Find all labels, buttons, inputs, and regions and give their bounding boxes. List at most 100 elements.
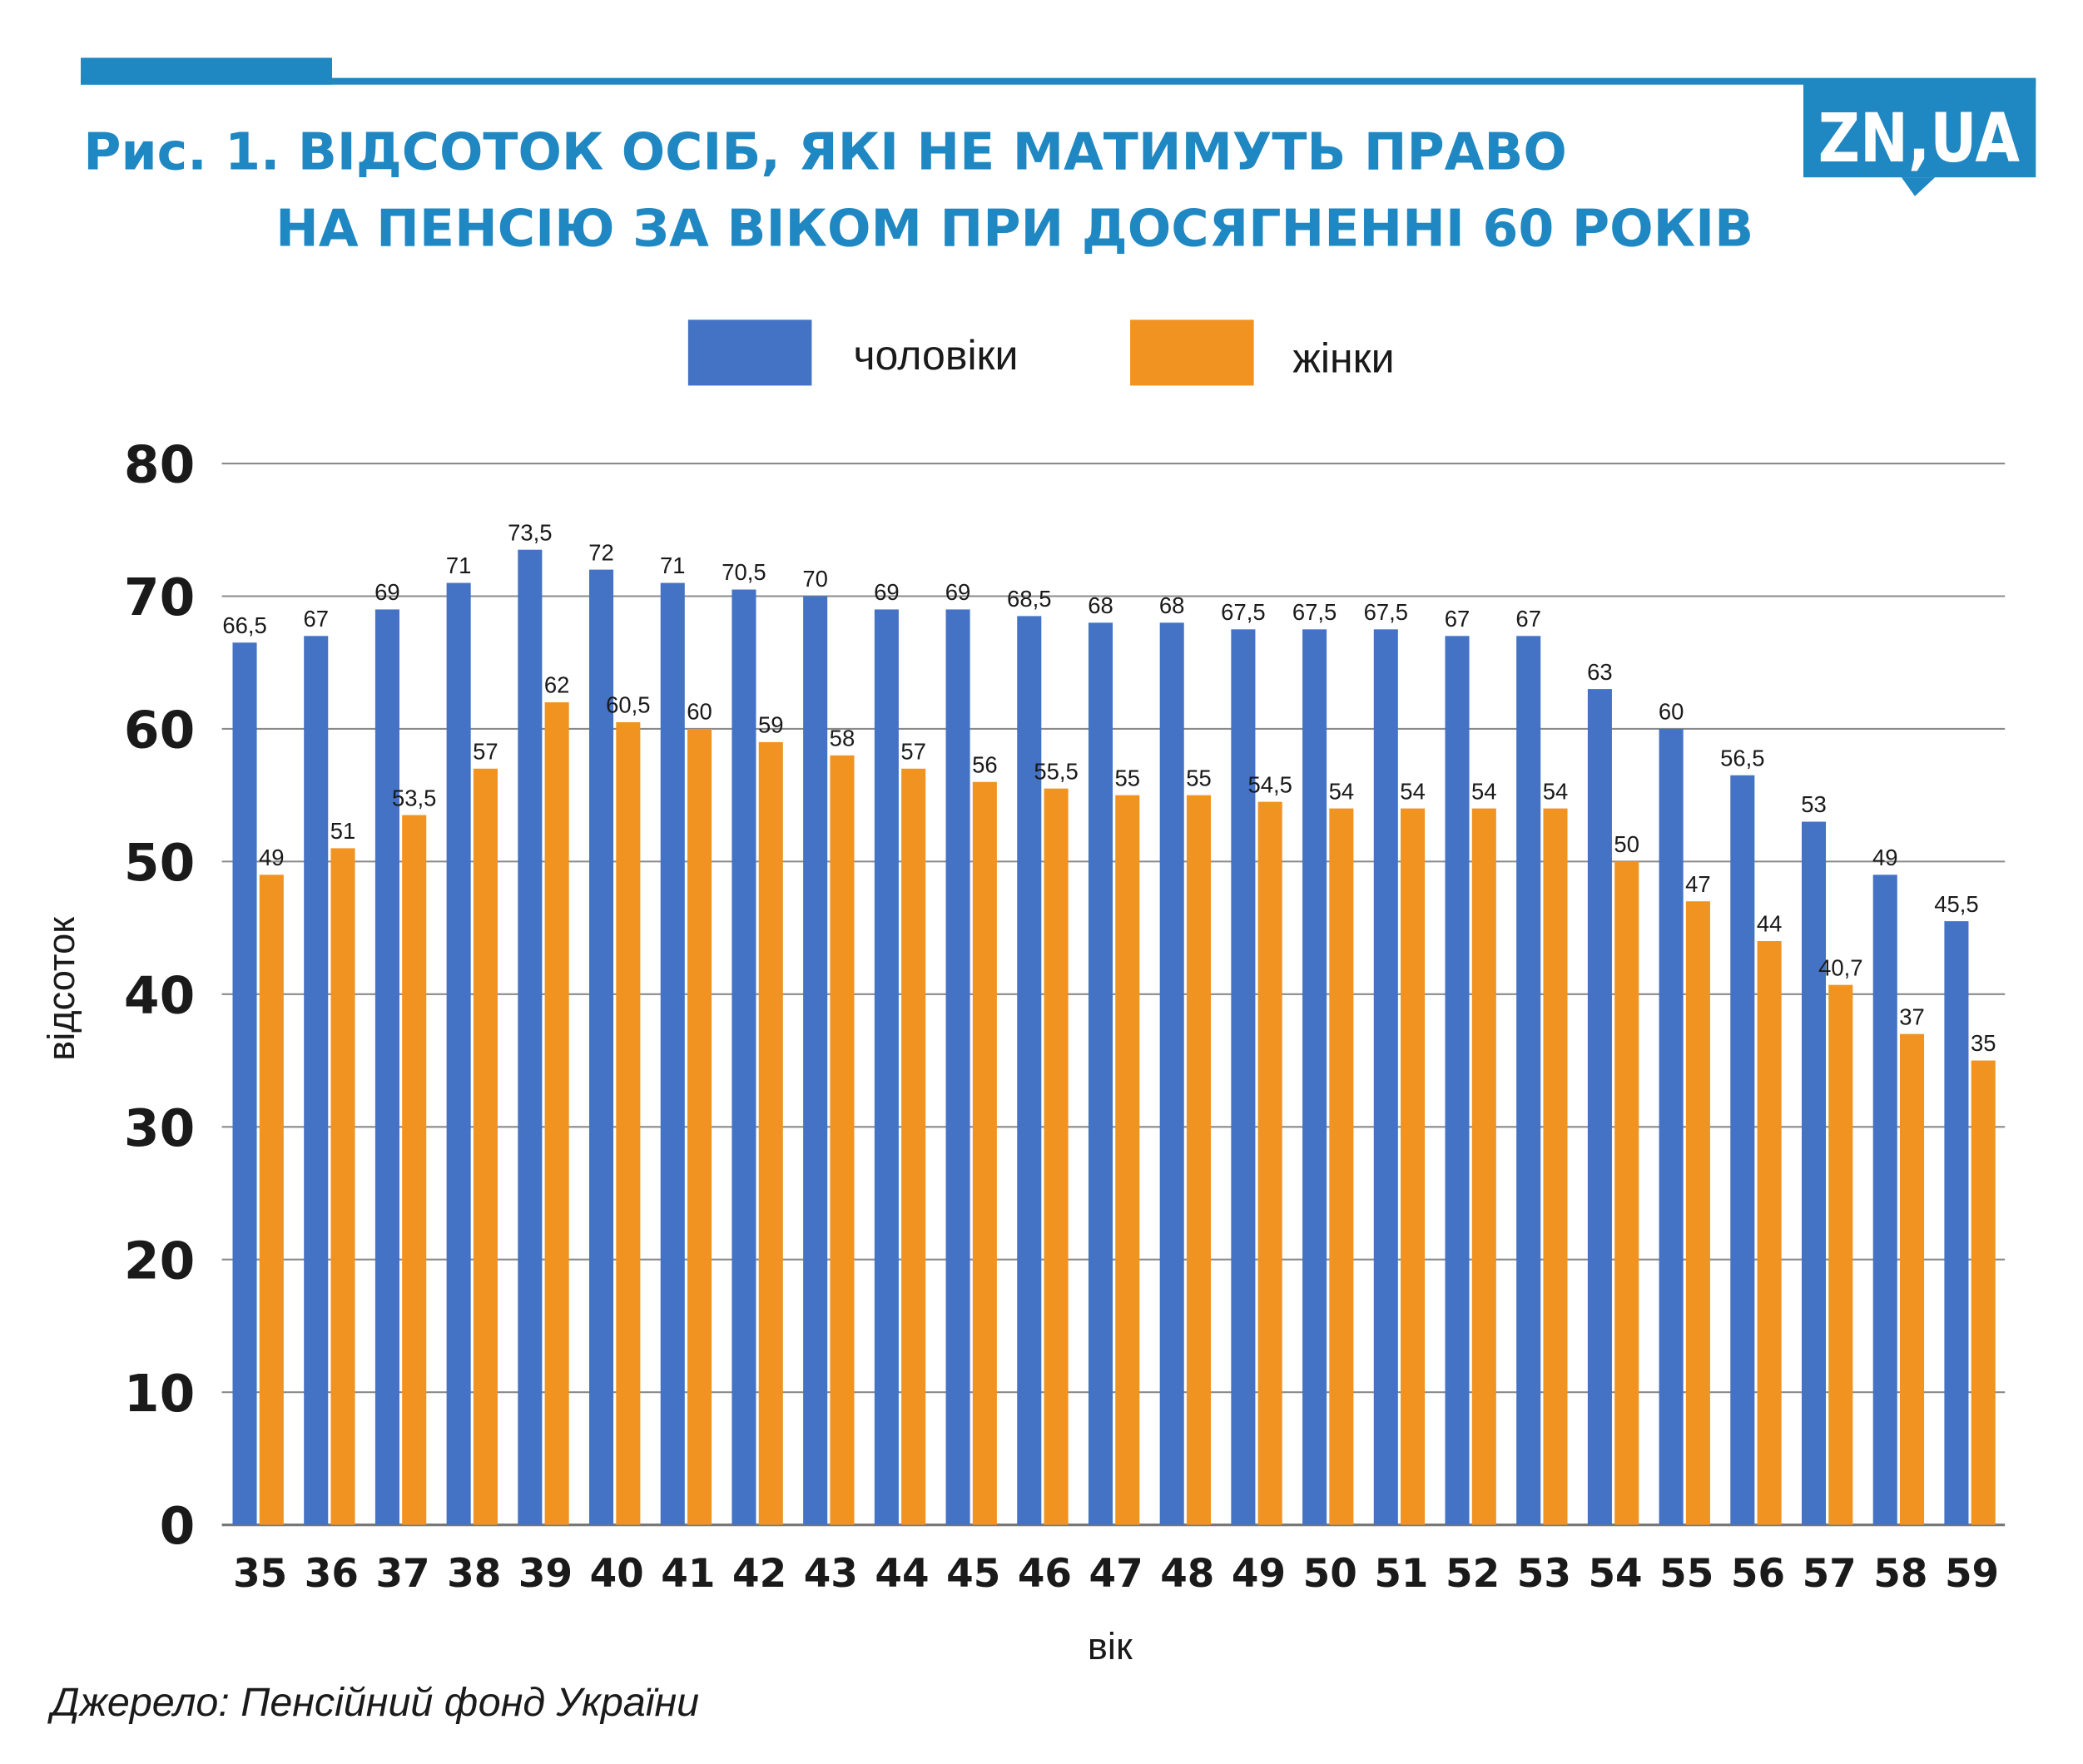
zn-ua-logo: ZN,UA <box>1803 80 2036 196</box>
bar-men-48 <box>1159 622 1184 1525</box>
x-tick-label: 43 <box>804 1552 858 1597</box>
y-tick-label: 40 <box>124 966 195 1025</box>
bar-men-40 <box>589 569 614 1525</box>
data-label: 54 <box>1329 778 1355 804</box>
bar-men-44 <box>874 609 899 1525</box>
bar-women-44 <box>901 768 926 1525</box>
bar-men-55 <box>1659 728 1684 1525</box>
data-label: 54,5 <box>1247 771 1292 797</box>
data-label: 67 <box>303 606 329 632</box>
bar-men-35 <box>232 642 257 1525</box>
y-tick-label: 80 <box>124 436 195 495</box>
bar-women-39 <box>544 702 569 1525</box>
data-label: 63 <box>1587 659 1613 685</box>
x-tick-label: 58 <box>1873 1552 1927 1597</box>
data-label: 47 <box>1685 871 1711 897</box>
x-tick-label: 59 <box>1945 1552 1999 1597</box>
data-label: 55,5 <box>1034 758 1078 784</box>
bar-women-49 <box>1257 801 1282 1525</box>
bar-women-42 <box>758 741 783 1525</box>
data-label: 44 <box>1757 911 1783 937</box>
data-label: 73,5 <box>508 519 552 545</box>
bar-men-42 <box>732 589 756 1525</box>
data-label: 35 <box>1971 1030 1996 1056</box>
bar-women-38 <box>473 768 498 1525</box>
data-label: 49 <box>259 845 285 870</box>
x-tick-label: 56 <box>1731 1552 1785 1597</box>
bar-men-43 <box>803 596 828 1525</box>
data-label: 50 <box>1614 831 1639 857</box>
bar-women-56 <box>1757 941 1782 1525</box>
data-label: 57 <box>900 738 926 764</box>
x-tick-label: 45 <box>946 1552 1000 1597</box>
data-label: 72 <box>588 539 614 565</box>
x-tick-label: 40 <box>590 1552 644 1597</box>
data-label: 71 <box>660 552 686 578</box>
bars: 66,5 49 67 51 69 53,5 71 57 73,5 62 72 60,5 71 60 70,5… <box>222 519 1996 1525</box>
bar-women-47 <box>1115 795 1140 1525</box>
y-tick-label: 30 <box>124 1099 195 1158</box>
x-tick-label: 38 <box>447 1552 501 1597</box>
bar-women-51 <box>1401 808 1426 1525</box>
bar-women-37 <box>402 815 427 1525</box>
bar-women-43 <box>830 755 855 1525</box>
y-tick-label: 50 <box>124 834 195 893</box>
header-rule <box>81 77 2036 85</box>
data-label: 53 <box>1801 791 1827 817</box>
x-tick-label: 42 <box>732 1552 786 1597</box>
x-tick-label: 53 <box>1517 1552 1571 1597</box>
bar-women-59 <box>1971 1060 1996 1525</box>
x-tick-labels: 35 36 37 38 39 40 41 42 43 44 45 46 47 48 49 50 51 52 53 54… <box>233 1552 1999 1597</box>
x-tick-label: 54 <box>1588 1552 1642 1597</box>
bar-women-35 <box>259 875 284 1525</box>
bar-men-39 <box>518 549 543 1525</box>
y-tick-label: 60 <box>124 701 195 761</box>
legend-swatch-men <box>687 320 812 386</box>
data-label: 53,5 <box>392 785 436 810</box>
bar-women-52 <box>1471 808 1496 1525</box>
data-label: 69 <box>874 579 900 605</box>
data-label: 67,5 <box>1221 599 1265 625</box>
data-label: 69 <box>945 579 971 605</box>
x-tick-label: 37 <box>375 1552 429 1597</box>
data-label: 55 <box>1186 765 1212 790</box>
data-label: 54 <box>1543 778 1569 804</box>
x-tick-label: 39 <box>518 1552 573 1597</box>
bar-men-37 <box>374 609 399 1525</box>
data-label: 67 <box>1445 606 1470 632</box>
bar-men-57 <box>1801 821 1827 1525</box>
bar-women-46 <box>1044 788 1069 1525</box>
bar-men-59 <box>1944 921 1969 1525</box>
y-tick-label: 70 <box>124 568 195 627</box>
bar-women-57 <box>1828 984 1853 1525</box>
data-label: 70,5 <box>722 559 766 585</box>
data-label: 56,5 <box>1720 745 1764 771</box>
data-label: 67 <box>1515 606 1541 632</box>
data-label: 66,5 <box>222 612 266 638</box>
bar-women-48 <box>1186 795 1212 1525</box>
x-tick-label: 49 <box>1232 1552 1286 1597</box>
x-tick-label: 55 <box>1659 1552 1714 1597</box>
x-tick-label: 46 <box>1018 1552 1072 1597</box>
bar-men-49 <box>1231 629 1256 1525</box>
x-tick-label: 35 <box>233 1552 287 1597</box>
data-label: 60,5 <box>606 692 650 718</box>
bar-men-36 <box>304 636 329 1525</box>
data-label: 55 <box>1115 765 1141 790</box>
data-label: 45,5 <box>1934 891 1978 917</box>
legend-label-women: жінки <box>1292 334 1394 381</box>
data-label: 60 <box>1659 699 1684 725</box>
bar-women-58 <box>1899 1033 1925 1525</box>
data-label: 69 <box>374 579 400 605</box>
x-tick-label: 51 <box>1374 1552 1428 1597</box>
y-tick-label: 10 <box>124 1365 195 1424</box>
x-tick-label: 52 <box>1446 1552 1500 1597</box>
x-tick-label: 47 <box>1089 1552 1143 1597</box>
bar-men-51 <box>1373 629 1398 1525</box>
y-tick-labels: 0 10 20 30 40 50 60 70 80 <box>124 436 195 1557</box>
bar-men-45 <box>945 609 970 1525</box>
bar-women-40 <box>616 721 641 1525</box>
data-label: 54 <box>1400 778 1426 804</box>
data-label: 51 <box>330 818 356 844</box>
